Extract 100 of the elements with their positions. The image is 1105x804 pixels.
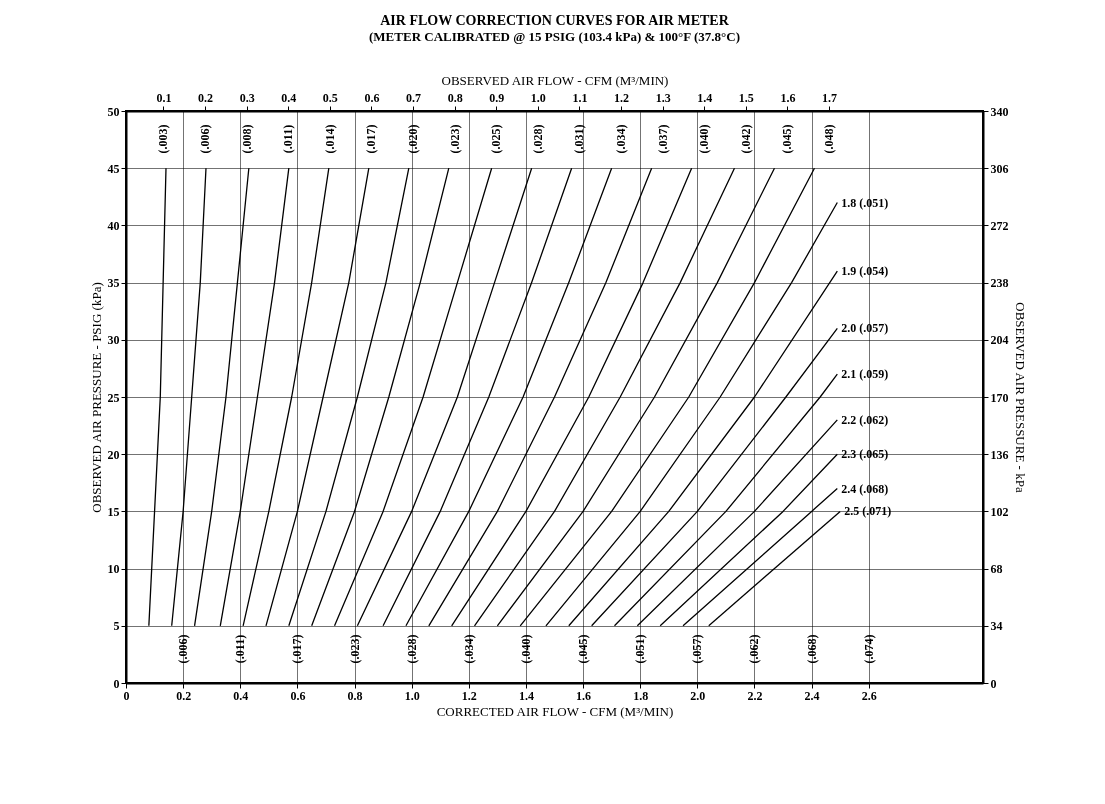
- annotation: (.017): [364, 124, 379, 154]
- y-tick-label: 50: [107, 104, 120, 119]
- y2-tick-label: 272: [990, 218, 1009, 233]
- annotation: (.045): [780, 124, 795, 154]
- line-series: [590, 327, 838, 627]
- annotation: (.037): [655, 124, 670, 154]
- annotation: (.006): [176, 634, 191, 664]
- y2-tick-label: 170: [990, 390, 1009, 405]
- annotation: (.017): [290, 634, 305, 664]
- y2-tick-label: 34: [990, 619, 1003, 634]
- x2-tick-label: 0.6: [364, 90, 380, 105]
- annotation: (.011): [233, 634, 248, 664]
- annotation: (.020): [406, 124, 421, 154]
- line-series: [428, 167, 653, 627]
- x2-tick-label: 0.4: [281, 90, 297, 105]
- annotation: (.040): [518, 634, 533, 664]
- x2-tick-label: 1.4: [697, 90, 713, 105]
- y-tick-label: 15: [107, 504, 120, 519]
- y2-axis-title: OBSERVED AIR PRESSURE - kPa: [1012, 302, 1028, 493]
- y2-tick-label: 238: [990, 276, 1009, 291]
- x-tick-label: 0.8: [347, 688, 363, 703]
- y2-tick-label: 68: [990, 562, 1003, 577]
- line-series: [496, 167, 776, 627]
- annotation: (.068): [804, 634, 819, 664]
- x-tick-label: 0: [123, 688, 130, 703]
- annotation: (.040): [697, 124, 712, 154]
- line-series: [451, 167, 693, 627]
- x2-tick-label: 1.6: [780, 90, 796, 105]
- x2-tick-label: 0.2: [198, 90, 214, 105]
- series-label: 2.4 (.068): [841, 481, 889, 496]
- x-tick-label: 1.4: [518, 688, 534, 703]
- annotation: (.031): [572, 124, 587, 154]
- line-series: [405, 167, 613, 627]
- line-series: [242, 167, 330, 627]
- line-series: [288, 167, 410, 627]
- annotation: (.057): [690, 634, 705, 664]
- x-axis-title: CORRECTED AIR FLOW - CFM (M³/MIN): [436, 703, 674, 719]
- x2-tick-label: 1.7: [822, 90, 838, 105]
- x2-tick-label: 0.7: [406, 90, 422, 105]
- x2-tick-label: 0.9: [489, 90, 505, 105]
- line-series: [568, 270, 838, 627]
- line-series: [333, 167, 493, 627]
- annotation: (.048): [822, 124, 837, 154]
- x2-tick-label: 0.3: [239, 90, 255, 105]
- line-series: [148, 167, 167, 627]
- series-label: 1.8 (.051): [841, 195, 889, 210]
- y-tick-label: 40: [107, 218, 120, 233]
- x2-tick-label: 0.5: [322, 90, 338, 105]
- x-tick-label: 2.4: [804, 688, 820, 703]
- annotation: (.042): [738, 124, 753, 154]
- annotation: (.028): [530, 124, 545, 154]
- x2-tick-label: 1.0: [530, 90, 546, 105]
- x-tick-label: 2.2: [747, 688, 763, 703]
- x-tick-label: 0.4: [233, 688, 249, 703]
- y2-tick-label: 204: [990, 333, 1009, 348]
- x2-tick-label: 1.5: [738, 90, 754, 105]
- line-series: [356, 167, 533, 627]
- series-label: 2.5 (.071): [844, 504, 892, 519]
- y-axis-title: OBSERVED AIR PRESSURE - PSIG (kPa): [88, 282, 104, 513]
- line-series: [545, 201, 838, 627]
- annotation: (.006): [198, 124, 213, 154]
- line-series: [265, 167, 370, 627]
- annotation: (.011): [281, 124, 296, 154]
- x-tick-label: 1.6: [576, 688, 592, 703]
- annotation: (.045): [576, 634, 591, 664]
- y-tick-label: 0: [113, 676, 120, 691]
- series-label: 1.9 (.054): [841, 264, 889, 279]
- y-tick-label: 25: [107, 390, 120, 405]
- series-label: 2.2 (.062): [841, 412, 889, 427]
- x2-tick-label: 1.1: [572, 90, 588, 105]
- x2-axis-title: OBSERVED AIR FLOW - CFM (M³/MIN): [441, 72, 669, 88]
- x-tick-label: 2.0: [690, 688, 706, 703]
- x2-tick-label: 1.3: [655, 90, 671, 105]
- line-series: [473, 167, 736, 627]
- annotation: (.023): [447, 124, 462, 154]
- annotation: (.008): [239, 124, 254, 154]
- x-tick-label: 1.8: [633, 688, 649, 703]
- x-tick-label: 1.2: [461, 688, 477, 703]
- annotation: (.023): [347, 634, 362, 664]
- line-series: [311, 167, 450, 627]
- y-tick-label: 10: [107, 562, 120, 577]
- x-tick-label: 0.6: [290, 688, 306, 703]
- y-tick-label: 35: [107, 276, 120, 291]
- annotation: (.025): [489, 124, 504, 154]
- annotation: (.051): [633, 634, 648, 664]
- y2-tick-label: 340: [990, 104, 1009, 119]
- series-label: 2.1 (.059): [841, 367, 889, 382]
- chart-subtitle: (METER CALIBRATED @ 15 PSIG (103.4 kPa) & 100°F (37.8°C): [369, 29, 740, 44]
- y2-tick-label: 136: [990, 447, 1009, 462]
- annotation: (.034): [461, 634, 476, 664]
- x2-tick-label: 0.1: [156, 90, 172, 105]
- x-tick-label: 2.6: [861, 688, 877, 703]
- y-tick-label: 45: [107, 161, 120, 176]
- chart-title: AIR FLOW CORRECTION CURVES FOR AIR METER: [380, 13, 730, 28]
- line-series: [519, 167, 816, 627]
- line-series: [219, 167, 290, 627]
- y2-tick-label: 0: [990, 676, 997, 691]
- series-label: 2.3 (.065): [841, 447, 889, 462]
- annotation: (.028): [404, 634, 419, 664]
- y2-tick-label: 102: [990, 504, 1009, 519]
